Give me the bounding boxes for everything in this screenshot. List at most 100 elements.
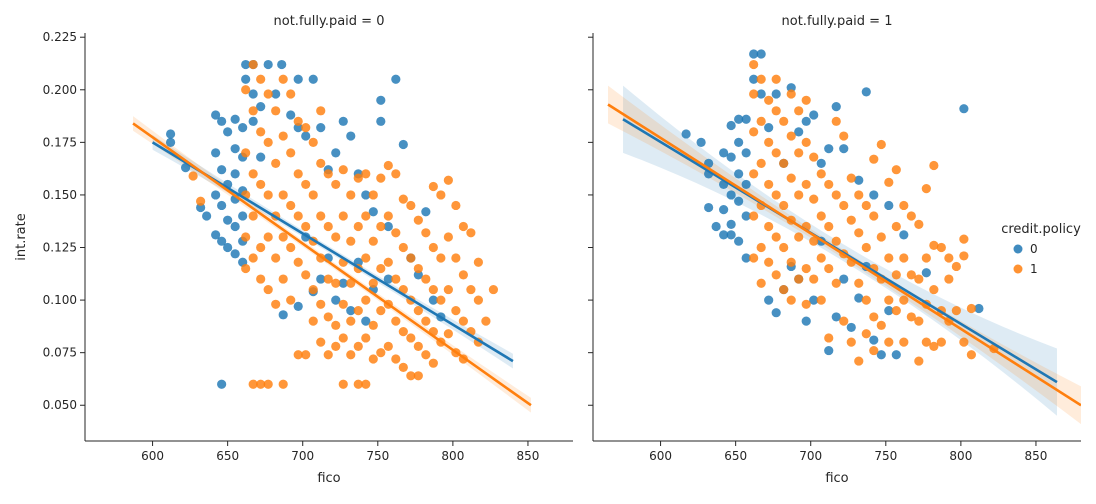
data-point-series-1 (256, 379, 266, 389)
data-point-series-0 (383, 274, 393, 284)
data-point-series-0 (809, 110, 819, 120)
data-point-series-0 (211, 230, 221, 240)
data-point-series-1 (458, 270, 468, 280)
data-point-series-0 (741, 253, 751, 263)
data-point-series-1 (473, 257, 484, 267)
data-point-series-0 (839, 274, 849, 284)
data-point-series-0 (719, 230, 729, 240)
data-point-series-0 (734, 114, 744, 124)
x-tick-label: 800 (949, 449, 972, 463)
data-point-series-0 (756, 49, 766, 59)
data-point-series-1 (196, 196, 206, 206)
data-point-series-1 (801, 137, 811, 147)
data-point-series-0 (248, 89, 258, 99)
data-point-series-1 (338, 165, 348, 175)
data-point-series-0 (238, 123, 248, 133)
data-point-series-1 (428, 284, 438, 295)
data-point-series-1 (413, 263, 423, 274)
data-point-series-0 (230, 169, 240, 179)
data-point-series-0 (891, 350, 901, 360)
data-point-series-1 (891, 306, 901, 316)
data-point-series-0 (293, 74, 303, 84)
data-point-series-1 (278, 232, 288, 242)
data-point-series-1 (271, 106, 281, 116)
data-point-series-1 (323, 221, 333, 232)
data-point-series-1 (323, 312, 333, 322)
data-point-series-1 (794, 148, 804, 158)
data-point-series-1 (413, 341, 423, 351)
data-point-series-1 (256, 242, 266, 253)
data-point-series-0 (921, 268, 931, 278)
data-point-series-0 (764, 123, 774, 133)
data-point-series-1 (241, 232, 251, 242)
x-tick-label: 600 (141, 449, 164, 463)
panel-0-x-axis-title: fico (317, 471, 340, 486)
y-tick-label: 0.225 (43, 30, 77, 44)
data-point-series-1 (771, 106, 781, 116)
data-point-series-1 (398, 194, 408, 204)
data-point-series-1 (884, 253, 894, 263)
data-point-series-1 (413, 215, 423, 225)
data-point-series-1 (831, 236, 841, 246)
data-point-series-1 (936, 242, 946, 253)
data-point-series-1 (929, 240, 939, 251)
data-point-series-1 (794, 106, 804, 116)
panel-0-title: not.fully.paid = 0 (274, 14, 385, 29)
data-point-series-0 (256, 152, 266, 162)
data-point-series-1 (323, 350, 333, 360)
data-point-series-0 (293, 301, 303, 312)
data-point-series-1 (786, 257, 796, 267)
data-point-series-1 (271, 253, 281, 263)
data-point-series-0 (241, 59, 251, 70)
data-point-series-1 (809, 152, 819, 162)
data-point-series-1 (801, 263, 811, 274)
data-point-series-1 (921, 337, 931, 347)
data-point-series-1 (346, 316, 356, 326)
data-point-series-1 (338, 299, 348, 309)
data-point-series-0 (741, 114, 751, 124)
panel-1-title: not.fully.paid = 1 (782, 14, 893, 29)
data-point-series-1 (293, 211, 303, 221)
data-point-series-1 (451, 253, 461, 263)
data-point-series-1 (899, 337, 909, 347)
data-point-series-1 (899, 295, 909, 305)
data-point-series-1 (301, 221, 311, 232)
data-point-series-0 (884, 200, 894, 211)
data-point-series-1 (256, 74, 266, 84)
data-point-series-1 (929, 284, 939, 295)
data-point-series-1 (959, 251, 969, 261)
data-point-series-1 (854, 278, 864, 288)
data-point-series-1 (764, 221, 774, 232)
data-point-series-1 (383, 257, 393, 267)
data-point-series-0 (308, 74, 318, 84)
data-point-series-1 (293, 350, 303, 360)
data-point-series-1 (786, 131, 796, 141)
data-point-series-1 (771, 148, 781, 158)
data-point-series-1 (383, 341, 393, 351)
data-point-series-1 (466, 228, 476, 238)
data-point-series-0 (230, 221, 240, 232)
data-point-series-1 (256, 274, 266, 284)
data-point-series-1 (376, 306, 386, 316)
data-point-series-0 (726, 230, 736, 240)
panel-1-axes: 600 650 700 750 800 850 (588, 33, 1081, 463)
data-point-series-1 (436, 295, 446, 305)
panel-0-axes: 600 650 700 750 800 850 0.050 0.075 0.100 0.125 0.… (43, 30, 573, 463)
data-point-series-1 (428, 242, 438, 253)
data-point-series-1 (361, 169, 371, 179)
data-point-series-1 (301, 270, 311, 280)
data-point-series-1 (443, 175, 453, 185)
data-point-series-1 (421, 228, 431, 238)
data-point-series-1 (839, 200, 849, 211)
data-point-series-0 (854, 175, 864, 185)
data-point-series-1 (488, 284, 499, 295)
regression-line-series-1 (132, 122, 532, 407)
data-point-series-1 (368, 354, 378, 364)
data-point-series-1 (436, 253, 446, 263)
data-point-series-1 (263, 379, 273, 389)
data-point-series-1 (854, 356, 864, 366)
data-point-series-1 (869, 345, 879, 356)
data-point-series-0 (726, 219, 736, 229)
data-point-series-1 (749, 127, 759, 137)
data-point-series-1 (286, 200, 296, 211)
